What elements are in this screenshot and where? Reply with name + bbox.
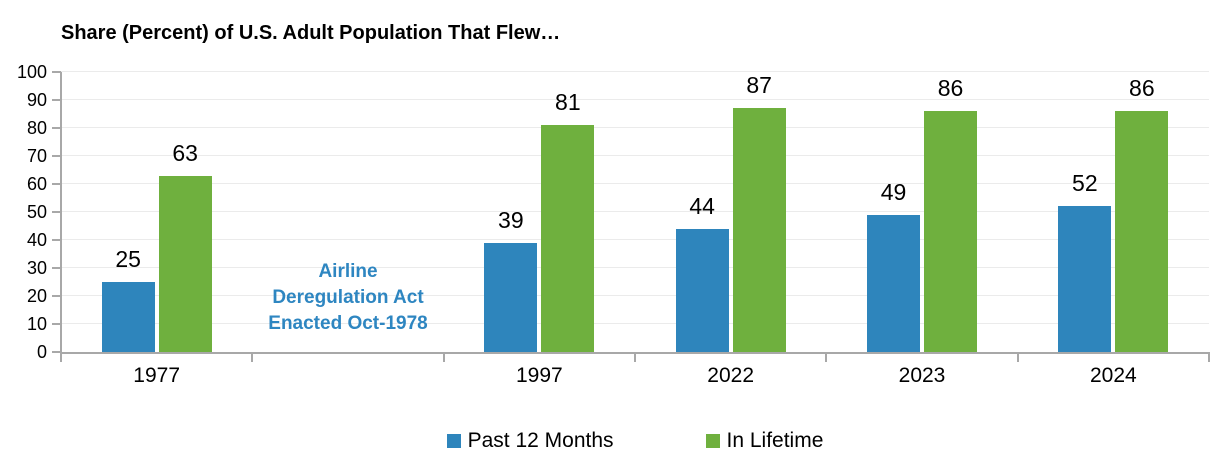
gridline-40 [61,239,1209,240]
y-axis-label: 60 [26,174,47,194]
bar-in-lifetime-1977 [158,175,212,352]
legend-label-past-12-months: Past 12 Months [467,429,614,452]
y-axis-label: 80 [26,118,47,138]
bar-value-label: 25 [115,246,141,272]
gridline-70 [61,155,1209,156]
x-axis-tick [60,352,62,362]
annotation-line-1: Airline [318,261,378,282]
bar-value-label: 44 [689,192,715,219]
chart-title: Share (Percent) of U.S. Adult Population… [61,22,561,44]
bar-value-label: 39 [498,206,524,233]
y-axis-label: 30 [26,258,47,278]
gridline-90 [61,99,1209,100]
bar-in-lifetime-2022 [732,108,786,352]
legend-item-past-12-months: Past 12 Months [446,429,614,453]
bar-in-lifetime-2023 [924,111,977,352]
y-axis-label: 20 [26,286,47,306]
x-axis-label-2023: 2023 [898,364,946,387]
y-axis-tick [52,71,61,73]
x-axis-tick [1208,352,1210,362]
annotation-line-3: Enacted Oct-1978 [268,313,428,334]
x-axis-tick [634,352,636,362]
legend-swatch-past-12-months-icon [446,434,461,448]
gridline-50 [61,211,1209,212]
annotation-line-2: Deregulation Act [272,287,424,308]
bar-past-12-months-1997 [484,242,538,352]
bar-in-lifetime-1997 [541,125,595,352]
gridline-60 [61,183,1209,184]
gridline-30 [61,267,1209,268]
legend-label-in-lifetime: In Lifetime [726,429,824,452]
x-axis-tick [251,352,254,362]
bar-past-12-months-1977 [101,282,155,352]
y-axis-tick [52,127,61,129]
bar-value-label: 49 [880,178,907,205]
bar-value-label: 87 [746,72,772,99]
legend: Past 12 Months In Lifetime [61,429,1209,453]
gridline-100 [61,71,1209,72]
y-axis-label: 70 [26,146,47,166]
y-axis-tick [52,239,61,241]
y-axis-tick [52,267,61,269]
x-axis-label-1977: 1977 [133,364,181,387]
y-axis-tick [52,155,61,157]
bar-value-label: 86 [1129,75,1155,102]
y-axis-line [60,72,62,353]
bar-value-label: 63 [172,139,198,166]
bar-past-12-months-2024 [1058,206,1112,352]
x-axis-label-2022: 2022 [707,364,755,387]
x-axis-tick [825,352,828,362]
gridline-20 [61,295,1209,296]
bar-value-label: 52 [1072,170,1098,197]
bar-in-lifetime-2024 [1115,111,1169,352]
y-axis-label: 40 [26,230,47,250]
y-axis-label: 10 [26,314,47,334]
y-axis-tick [52,211,61,213]
gridline-80 [61,127,1209,128]
x-axis-tick [1016,352,1019,362]
annotation-airline-deregulation: Airline Deregulation Act Enacted Oct-197… [233,259,463,337]
y-axis-tick [52,323,61,325]
y-axis-tick [52,99,61,101]
legend-item-in-lifetime: In Lifetime [705,429,824,453]
y-axis-label: 0 [36,342,47,362]
legend-swatch-in-lifetime-icon [705,434,720,448]
bar-past-12-months-2022 [675,228,729,352]
y-axis-label: 50 [26,202,47,222]
x-axis-label-1997: 1997 [515,364,563,387]
bar-value-label: 81 [555,89,581,116]
y-axis-label: 90 [26,90,47,110]
x-axis-label-2024: 2024 [1089,364,1137,387]
y-axis-tick [52,295,61,297]
y-axis-label: 100 [16,62,47,82]
gridline-10 [61,323,1209,324]
x-axis-tick [442,352,445,362]
y-axis-tick [52,183,61,185]
y-axis-tick [52,351,61,353]
bar-past-12-months-2023 [867,214,920,352]
bar-value-label: 86 [937,75,964,102]
